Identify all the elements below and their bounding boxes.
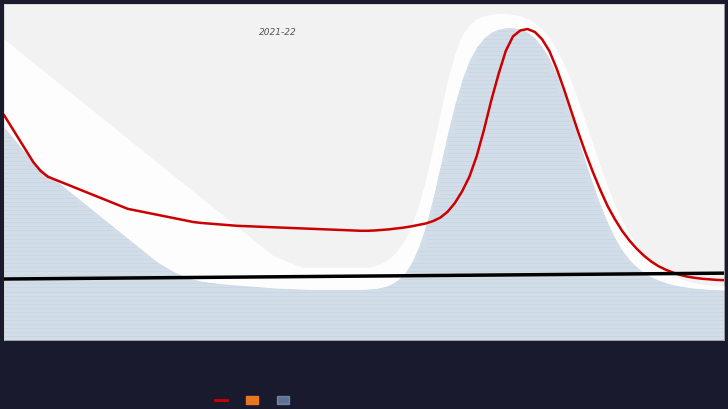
Text: 2021-22: 2021-22 <box>258 28 296 37</box>
Legend: , , : , , <box>211 392 301 409</box>
